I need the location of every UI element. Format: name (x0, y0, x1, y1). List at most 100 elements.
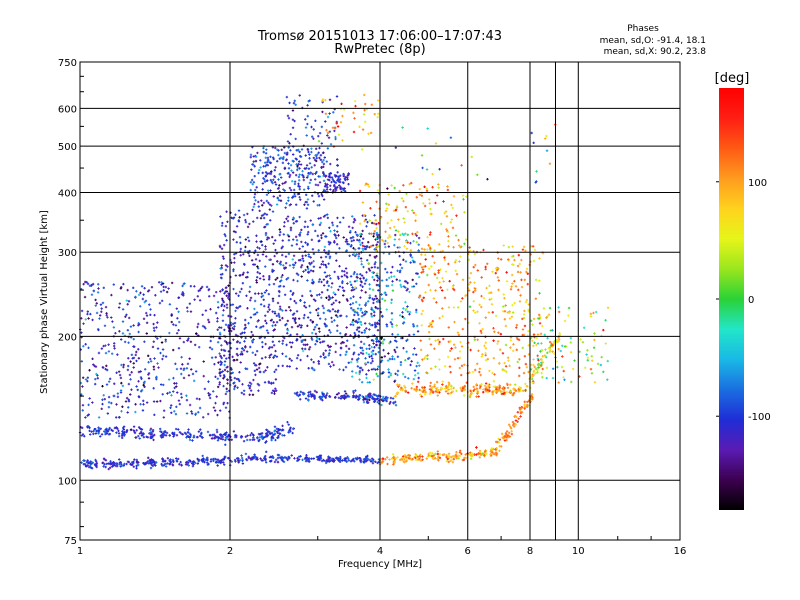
data-point (323, 395, 327, 398)
data-point (95, 372, 98, 376)
data-point (441, 276, 444, 280)
data-point (439, 388, 442, 391)
data-point (304, 241, 307, 244)
data-point (363, 322, 367, 325)
x-tick-label: 8 (527, 546, 533, 557)
data-point (227, 292, 230, 295)
data-point (361, 201, 365, 204)
data-point (278, 173, 281, 176)
data-point (273, 328, 276, 331)
data-point (292, 278, 295, 282)
data-point (316, 234, 320, 238)
data-point (120, 434, 124, 437)
data-point (345, 326, 348, 329)
data-point (362, 400, 366, 404)
data-point (429, 367, 433, 370)
data-point (376, 240, 380, 244)
data-point (433, 249, 436, 252)
data-point (404, 386, 407, 389)
data-point (322, 284, 326, 287)
data-point (299, 198, 302, 201)
data-point (373, 256, 377, 259)
data-point (543, 333, 546, 336)
data-point (318, 131, 322, 135)
data-point (152, 387, 155, 390)
data-point (281, 161, 285, 165)
data-point (426, 357, 429, 361)
data-point (310, 366, 314, 370)
data-point (434, 339, 437, 342)
data-point (432, 297, 436, 300)
data-point (523, 400, 526, 404)
data-point (424, 253, 427, 257)
data-point (314, 342, 317, 346)
data-point (285, 202, 288, 205)
data-point (203, 460, 206, 464)
data-point (113, 426, 117, 430)
data-point (265, 461, 268, 464)
data-point (350, 360, 353, 364)
data-point (309, 318, 312, 322)
data-point (230, 438, 233, 441)
data-point (363, 214, 366, 217)
data-point (602, 370, 605, 374)
data-point (236, 354, 239, 357)
data-point (448, 280, 451, 283)
data-point (286, 172, 290, 175)
data-point (105, 314, 108, 317)
data-point (255, 349, 259, 353)
data-point (327, 362, 331, 366)
data-point (402, 321, 406, 324)
data-point (307, 167, 311, 170)
data-point (287, 423, 290, 426)
data-point (219, 371, 223, 374)
data-point (220, 356, 223, 360)
data-point (349, 236, 353, 240)
data-point (403, 384, 406, 388)
data-point (360, 314, 364, 318)
data-point (263, 455, 266, 459)
data-point (395, 204, 399, 208)
data-point (417, 275, 421, 279)
data-point (331, 308, 335, 311)
data-point (396, 269, 399, 272)
data-point (517, 338, 521, 342)
data-point (162, 409, 166, 412)
data-point (533, 341, 536, 345)
data-point (370, 221, 374, 225)
data-point (512, 387, 515, 390)
data-point (272, 195, 275, 198)
data-point (320, 395, 324, 398)
data-point (439, 268, 442, 271)
data-point (606, 378, 609, 381)
data-point (259, 370, 262, 374)
data-point (438, 316, 441, 320)
data-point (505, 430, 509, 433)
data-point (469, 348, 472, 352)
data-point (376, 307, 380, 310)
data-point (374, 261, 377, 264)
data-point (149, 431, 153, 434)
data-point (434, 142, 438, 145)
data-point (424, 393, 427, 396)
data-point (531, 339, 534, 343)
data-point (237, 209, 241, 212)
data-point (322, 459, 326, 462)
data-point (360, 381, 364, 384)
data-point (329, 241, 332, 244)
data-point (172, 348, 175, 352)
data-point (260, 240, 263, 243)
data-point (328, 329, 331, 332)
data-point (254, 258, 258, 261)
data-point (492, 380, 496, 383)
data-point (269, 189, 272, 192)
data-point (413, 369, 417, 372)
data-point (271, 389, 275, 392)
data-point (389, 372, 393, 375)
data-point (223, 304, 226, 308)
data-point (264, 432, 268, 435)
data-point (175, 367, 179, 371)
data-point (162, 354, 165, 358)
data-point (449, 349, 452, 353)
data-point (525, 267, 529, 270)
